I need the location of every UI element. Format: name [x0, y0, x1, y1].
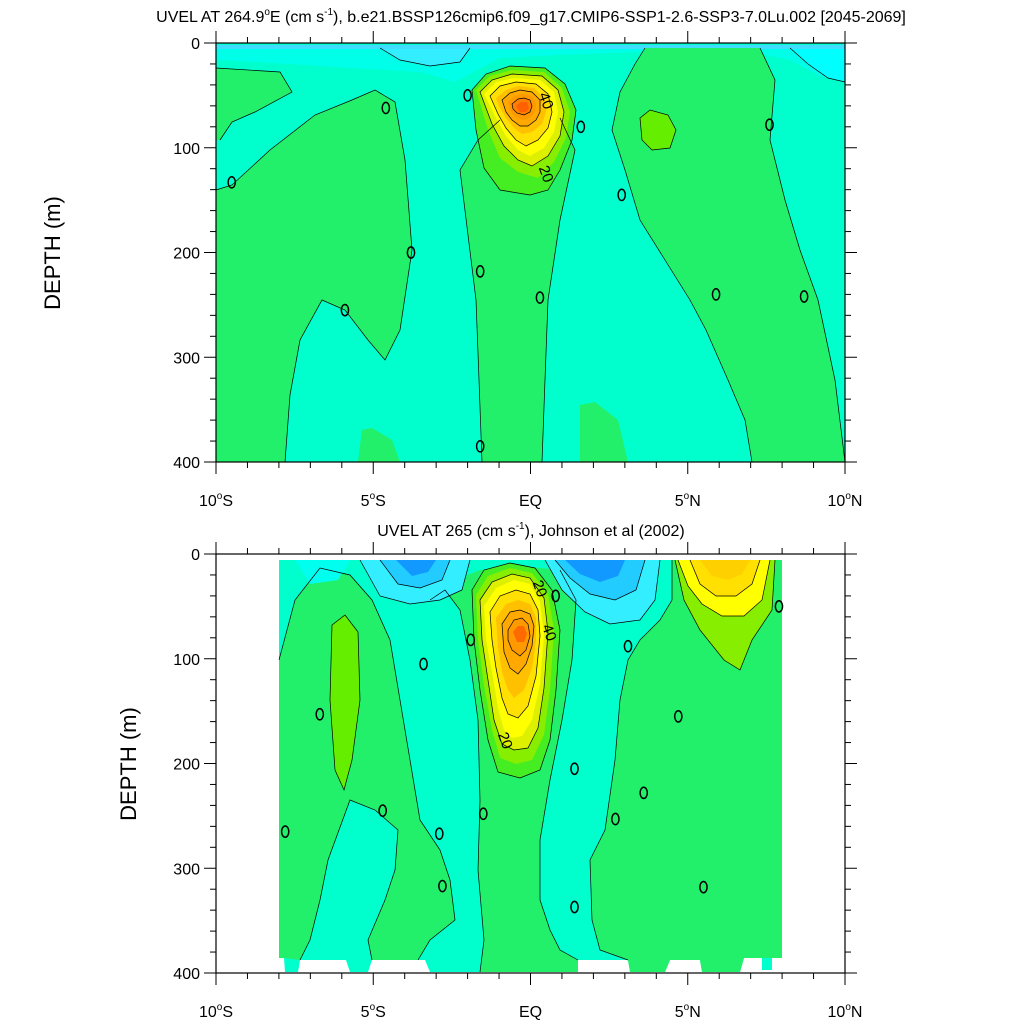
- zero-contour-label: [406, 246, 416, 259]
- x-tick-label: 5oN: [675, 491, 701, 510]
- x-tick-label: 5oS: [361, 1002, 386, 1021]
- zero-contour-label: [535, 291, 545, 304]
- panel1-contour-lines: [216, 47, 845, 462]
- x-tick-label: 10oS: [199, 491, 233, 510]
- panel1-green-east-core: [640, 110, 676, 150]
- panel-model: UVEL AT 264.9oE (cm s-1), b.e21.BSSP126c…: [40, 7, 906, 510]
- panel1-title: UVEL AT 264.9oE (cm s-1), b.e21.BSSP126c…: [156, 7, 906, 26]
- panel1-green-east: [612, 48, 845, 462]
- panel2-euc-45: [513, 626, 527, 642]
- zero-contour-label: [639, 786, 649, 800]
- y-tick-label: 300: [173, 861, 200, 878]
- zero-contour-label: [673, 710, 683, 723]
- zero-contour-label: [570, 762, 579, 776]
- y-tick-label: 200: [173, 757, 200, 774]
- y-tick-label: 100: [173, 141, 200, 158]
- zero-contour-label: [475, 439, 485, 453]
- panel2-y-axis-label: DEPTH (m): [116, 707, 141, 821]
- y-tick-label: 0: [191, 36, 200, 53]
- panel2-secondary-core-30: [700, 560, 750, 580]
- panel2-y-axis: 0 100 200 300 400: [173, 547, 857, 983]
- panel1-band-neg-east: [790, 48, 845, 82]
- zero-contour-label: [478, 807, 488, 821]
- zero-contour-label: [280, 825, 290, 838]
- contour-value-label: 20: [535, 163, 557, 184]
- panel1-contour-field: 40 20: [216, 43, 845, 462]
- zero-contour-label: [463, 89, 472, 102]
- zero-contour-label: [617, 188, 627, 202]
- y-tick-label: 100: [173, 652, 200, 669]
- panel-observation: UVEL AT 265 (cm s-1), Johnson et al (200…: [116, 521, 862, 1021]
- x-tick-label: EQ: [519, 493, 542, 510]
- y-tick-label: 300: [173, 350, 200, 367]
- zero-contour-label: [438, 879, 447, 893]
- contour-value-label: 40: [538, 622, 560, 643]
- y-tick-label: 200: [173, 246, 200, 263]
- panel1-y-axis: 0 100 200 300 400: [173, 36, 857, 472]
- panel2-green-west-core: [330, 615, 360, 790]
- zero-contour-label: [419, 657, 428, 671]
- contour-value-label: 20: [494, 730, 516, 751]
- zero-contour-label: [799, 290, 809, 303]
- panel1-contour-value-labels: 40 20: [535, 90, 557, 185]
- zero-contour-label: [623, 639, 633, 653]
- panel1-y-axis-label: DEPTH (m): [40, 196, 65, 310]
- zero-contour-label: [711, 288, 721, 301]
- panel2-west-surface: [295, 560, 350, 584]
- panel1-green-eq-bottom: [580, 402, 628, 462]
- zero-contour-label: [378, 804, 388, 817]
- zero-contour-label: [315, 707, 325, 721]
- contour-value-label: 20: [529, 578, 551, 599]
- panel2-west-neg-core: [396, 560, 436, 576]
- panel1-green-west-bottom: [358, 428, 400, 462]
- panel1-band-zero-neg: [216, 48, 845, 82]
- panel2-contour-field: 20 40 20: [278, 559, 784, 973]
- zero-contour-label: [765, 118, 774, 132]
- panel1-x-axis: 10oS 5oS EQ 5oN 10oN: [199, 31, 862, 510]
- zero-contour-label: [611, 812, 620, 826]
- zero-contour-label: [340, 303, 350, 317]
- panel1-green-eq-stem: [460, 118, 575, 462]
- panel2-x-axis: 10oS 5oS EQ 5oN 10oN: [199, 542, 862, 1021]
- y-tick-label: 400: [173, 455, 200, 472]
- zero-contour-label: [381, 101, 391, 115]
- zero-contour-label: [434, 827, 444, 841]
- zero-contour-label: [699, 880, 708, 894]
- x-tick-label: EQ: [519, 1004, 542, 1021]
- panel1-band-neg5: [380, 48, 470, 66]
- panel1-zero-labels: [227, 89, 809, 453]
- x-tick-label: 5oS: [361, 491, 386, 510]
- x-tick-label: 10oN: [828, 491, 863, 510]
- zero-contour-label: [570, 900, 579, 914]
- y-tick-label: 400: [173, 966, 200, 983]
- x-tick-label: 5oN: [675, 1002, 701, 1021]
- panel2-green-west: [279, 568, 455, 960]
- panel1-green-west-lower: [216, 90, 412, 462]
- zero-contour-label: [774, 600, 784, 613]
- panel1-euc-50: [516, 102, 529, 112]
- y-tick-label: 0: [191, 547, 200, 564]
- panel2-contour-value-labels: 20 40 20: [494, 578, 560, 751]
- x-tick-label: 10oN: [828, 1002, 863, 1021]
- panel1-surface-strip: [216, 45, 845, 49]
- zero-contour-label: [576, 120, 586, 134]
- panel2-title: UVEL AT 265 (cm s-1), Johnson et al (200…: [377, 521, 684, 540]
- zero-contour-label: [227, 175, 237, 189]
- x-tick-label: 10oS: [199, 1002, 233, 1021]
- zero-contour-label: [551, 589, 561, 603]
- zero-contour-label: [475, 265, 485, 278]
- panel2-zero-labels: [280, 589, 784, 914]
- panel1-green-west-upper: [216, 68, 292, 140]
- contour-value-label: 40: [535, 90, 557, 111]
- panel2-contour-lines: [278, 559, 776, 973]
- zero-contour-label: [466, 633, 476, 647]
- panel2-east-neg-core: [565, 560, 625, 582]
